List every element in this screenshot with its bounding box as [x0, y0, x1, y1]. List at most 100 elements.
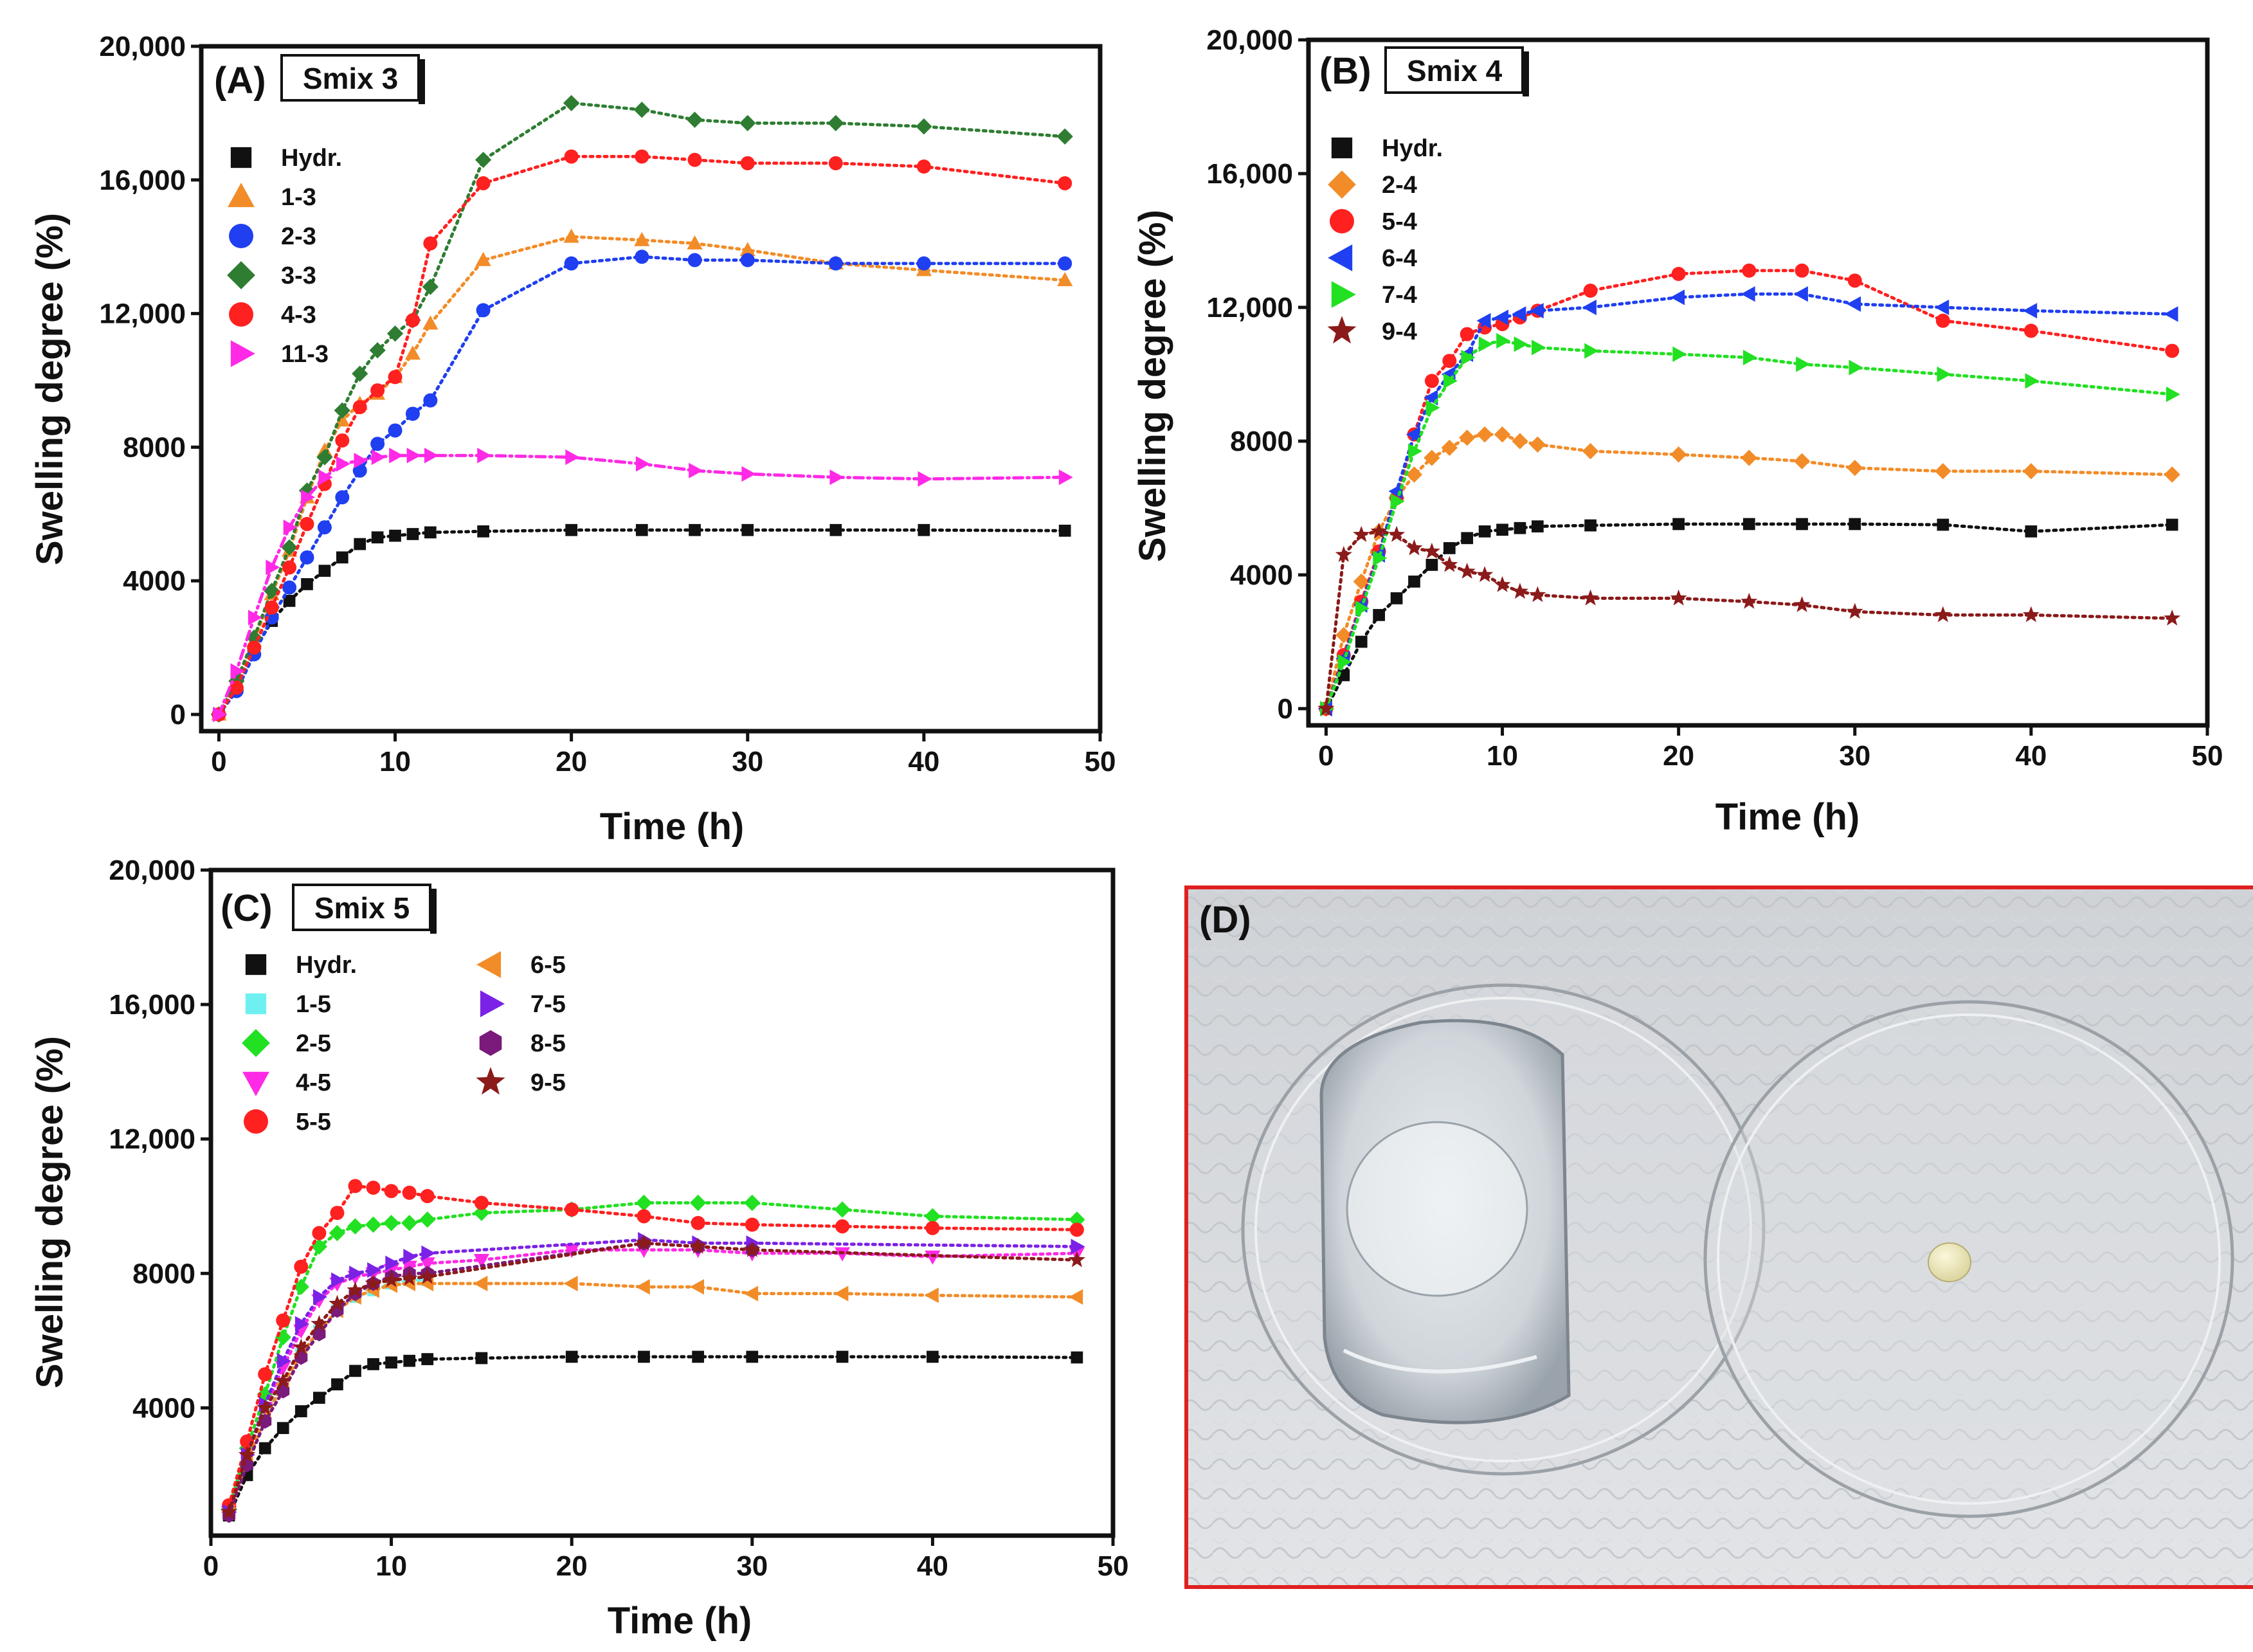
data-point	[349, 1266, 364, 1282]
data-point	[300, 550, 314, 565]
series-line-94	[1324, 529, 2174, 711]
data-point	[248, 610, 262, 626]
data-point	[836, 1350, 849, 1363]
data-point	[835, 1219, 850, 1234]
data-point	[1741, 286, 1755, 302]
panel-label: (D)	[1199, 899, 1251, 941]
legend-label: 1-5	[296, 991, 331, 1018]
legend-label: Hydr.	[281, 145, 342, 172]
data-point	[366, 1180, 381, 1195]
data-point	[1461, 532, 1474, 545]
data-point	[1373, 550, 1388, 567]
legend-label: 6-5	[530, 952, 566, 979]
legend-label: 6-4	[1382, 245, 1417, 272]
data-point	[420, 1189, 435, 1204]
data-point	[1742, 349, 1757, 366]
legend-marker	[227, 261, 255, 289]
panel-label: (B)	[1319, 50, 1371, 92]
data-point	[370, 437, 385, 451]
data-point	[1461, 349, 1476, 366]
x-tick-label: 50	[2192, 740, 2223, 772]
series-layer	[210, 95, 1073, 723]
data-point	[347, 1218, 364, 1235]
data-point	[687, 152, 702, 167]
y-tick-label: 8000	[123, 431, 186, 463]
data-point	[565, 1350, 578, 1363]
data-point	[635, 1234, 653, 1251]
data-point	[1441, 439, 1458, 456]
data-point	[1068, 1251, 1085, 1267]
data-point	[743, 1240, 761, 1257]
data-point	[1494, 426, 1511, 443]
legend-label: 9-4	[1382, 318, 1417, 345]
legend-marker	[242, 1071, 269, 1096]
data-point	[401, 1215, 418, 1231]
data-point	[1478, 525, 1491, 538]
legend-marker	[229, 302, 253, 327]
data-point	[1846, 603, 1863, 619]
data-point	[741, 466, 756, 482]
data-point	[258, 1367, 273, 1382]
legend-marker	[244, 1109, 268, 1134]
data-point	[401, 1269, 418, 1286]
data-point	[421, 1245, 436, 1261]
y-axis-title: Swelling degree (%)	[1132, 210, 1173, 562]
data-point	[1459, 430, 1476, 446]
data-point	[331, 1272, 346, 1288]
data-point	[689, 523, 701, 536]
data-point	[385, 1255, 400, 1271]
data-point	[2022, 606, 2040, 622]
data-point	[335, 433, 350, 448]
data-point	[388, 423, 403, 438]
data-point	[1937, 518, 1950, 531]
data-point	[352, 365, 368, 382]
data-point	[477, 448, 492, 464]
data-point	[918, 523, 930, 536]
dry-hydrogel-bead	[1928, 1242, 1971, 1282]
data-point	[564, 256, 579, 271]
data-point	[386, 325, 404, 342]
data-point	[1458, 563, 1476, 579]
photo-border	[1184, 885, 2253, 1589]
panel-c-smix5-chart: (C) Smix 5 Time (h) Swelling degree (%) …	[29, 855, 1128, 1642]
data-point	[635, 250, 649, 264]
series-line-75	[227, 1238, 1079, 1514]
data-point	[1496, 523, 1508, 536]
legend-label: 5-4	[1382, 208, 1417, 235]
data-point	[283, 595, 296, 607]
legend-marker	[1327, 316, 1357, 344]
data-point	[686, 111, 703, 128]
data-point	[264, 600, 279, 615]
data-point	[311, 1238, 327, 1255]
legend-marker	[230, 147, 252, 168]
data-point	[1058, 256, 1072, 271]
data-point	[1582, 299, 1597, 316]
data-point	[276, 1422, 289, 1435]
data-point	[687, 235, 703, 250]
data-point	[1071, 1239, 1085, 1255]
x-axis-title: Time (h)	[1715, 796, 1860, 838]
legend-label: 2-3	[281, 223, 316, 250]
data-point	[635, 523, 648, 536]
data-point	[388, 370, 403, 385]
data-point	[421, 1353, 434, 1365]
data-point	[690, 1279, 704, 1295]
smix-box-shadow	[1523, 51, 1529, 96]
panel-a-smix3-chart: (A) Smix 3 Time (h) Swelling degree (%) …	[29, 31, 1116, 848]
data-point	[829, 469, 844, 486]
legend-label: 11-3	[281, 341, 329, 368]
x-tick-label: 30	[732, 746, 763, 777]
smix-box-shadow	[419, 59, 425, 104]
legend-marker	[476, 951, 502, 978]
data-point	[1408, 443, 1423, 459]
y-tick-label: 4000	[1230, 559, 1293, 591]
data-point	[1406, 466, 1423, 483]
data-point	[1532, 340, 1546, 356]
data-point	[2025, 373, 2040, 389]
data-point	[635, 149, 649, 164]
data-point	[312, 1326, 326, 1341]
data-point	[405, 313, 420, 327]
legend-label: 8-5	[530, 1030, 566, 1057]
data-point	[282, 580, 297, 595]
y-tick-label: 20,000	[99, 31, 186, 62]
